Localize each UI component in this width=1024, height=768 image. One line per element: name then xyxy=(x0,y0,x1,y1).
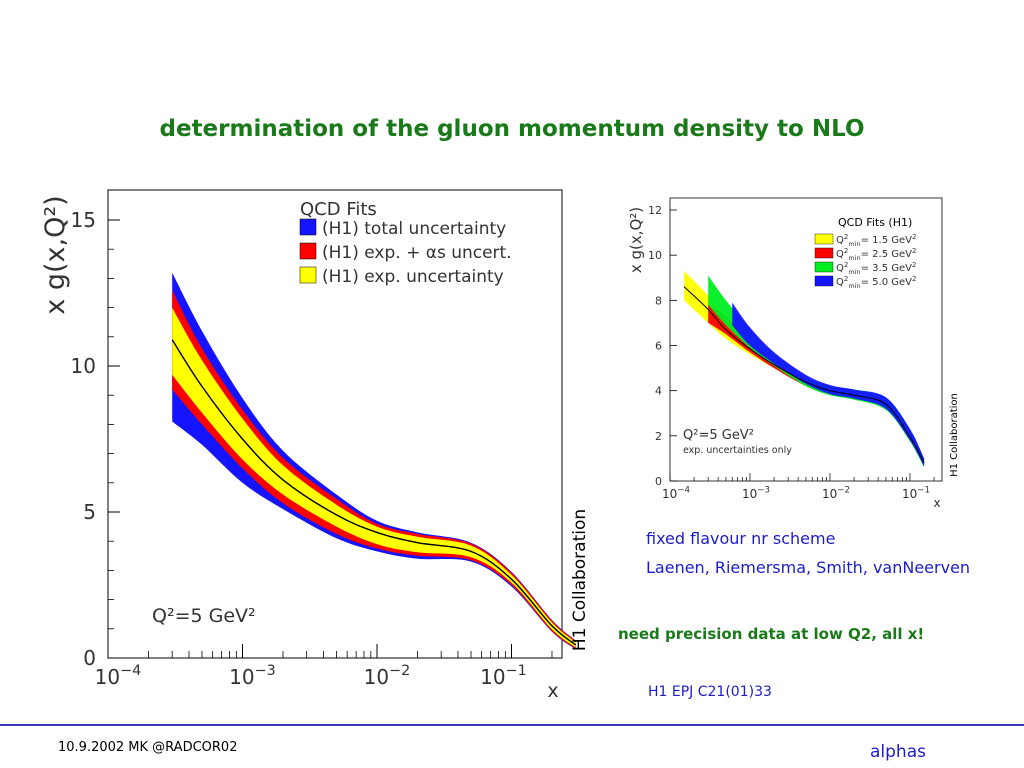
q2-annotation-small: Q²=5 GeV² xyxy=(683,428,754,443)
y-tick-label: 0 xyxy=(83,646,96,670)
y-tick-label: 5 xyxy=(83,500,96,524)
x-tick-label-small: 10−2 xyxy=(822,486,850,501)
central-fit-line xyxy=(171,339,577,646)
footer-topic: alphas xyxy=(870,742,926,762)
legend-label-small: Q2min= 2.5 GeV2 xyxy=(836,247,916,262)
legend-title: QCD Fits xyxy=(300,199,377,220)
legend-label-small: Q2min= 1.5 GeV2 xyxy=(836,233,916,248)
x-tick-label-small: 10−4 xyxy=(662,486,690,501)
slide-title: determination of the gluon momentum dens… xyxy=(159,116,865,142)
h1-collaboration-label: H1 Collaboration xyxy=(570,509,590,651)
y-tick-label-small: 8 xyxy=(655,294,662,307)
exp-only-annotation: exp. uncertainties only xyxy=(683,445,792,456)
y-tick-label-small: 2 xyxy=(655,430,662,443)
legend-swatch xyxy=(299,266,317,284)
legend-swatch xyxy=(299,242,317,260)
legend-label-small: Q2min= 3.5 GeV2 xyxy=(836,261,916,276)
gluon-density-chart-main: 0 5 10 15 10−4 10−3 10−2 10−1 x x g(x,Q²) Q²=5 GeV… xyxy=(40,189,590,702)
y-axis-title: x g(x,Q²) xyxy=(40,195,71,314)
x-axis-title-small: x xyxy=(933,496,940,510)
legend-title-small: QCD Fits (H1) xyxy=(838,216,912,229)
y-tick-label-small: 12 xyxy=(648,204,662,217)
reference: H1 EPJ C21(01)33 xyxy=(648,684,772,700)
footer-date: 10.9.2002 MK @RADCOR02 xyxy=(58,740,238,755)
legend-label: (H1) total uncertainty xyxy=(322,219,506,239)
x-tick-label-small: 10−1 xyxy=(902,486,930,501)
x-tick-label: 10−1 xyxy=(480,663,527,689)
x-tick-label: 10−4 xyxy=(95,663,142,689)
legend-swatch-small xyxy=(814,233,834,245)
note-precision: need precision data at low Q2, all x! xyxy=(618,625,925,643)
y-tick-label: 10 xyxy=(71,354,96,378)
legend-swatch xyxy=(299,218,317,236)
y-tick-label-small: 10 xyxy=(648,249,662,262)
note-authors: Laenen, Riemersma, Smith, vanNeerven xyxy=(646,558,971,577)
plot-frame-small xyxy=(669,197,943,482)
footer-divider xyxy=(0,724,1024,726)
q2-annotation: Q²=5 GeV² xyxy=(152,605,256,627)
x-tick-label: 10−2 xyxy=(364,663,411,689)
band-exp-alphas xyxy=(172,290,576,649)
x-tick-label: 10−3 xyxy=(229,663,276,689)
qmin-central-line xyxy=(683,286,925,464)
y-axis-title-small: x g(x,Q²) xyxy=(627,207,645,273)
x-axis-title: x xyxy=(547,680,558,702)
gluon-density-chart-qmin: 0 2 4 6 8 10 12 10−4 10−3 10−2 10−1x x g(x,Q²) Q²=5 … xyxy=(627,197,960,510)
y-tick-label-small: 6 xyxy=(655,340,662,353)
note-scheme: fixed flavour nr scheme xyxy=(646,529,836,548)
h1-collaboration-label-small: H1 Collaboration xyxy=(949,393,960,477)
legend-label: (H1) exp. + αs uncert. xyxy=(322,243,512,263)
y-tick-label-small: 0 xyxy=(655,475,662,488)
legend-swatch-small xyxy=(814,261,834,273)
legend-swatch-small xyxy=(814,247,834,259)
legend-swatch-small xyxy=(814,275,834,287)
y-tick-label: 15 xyxy=(71,208,96,232)
legend-label: (H1) exp. uncertainty xyxy=(322,267,504,287)
legend-label-small: Q2min= 5.0 GeV2 xyxy=(836,275,916,290)
y-tick-label-small: 4 xyxy=(655,385,662,398)
x-tick-label-small: 10−3 xyxy=(742,486,770,501)
